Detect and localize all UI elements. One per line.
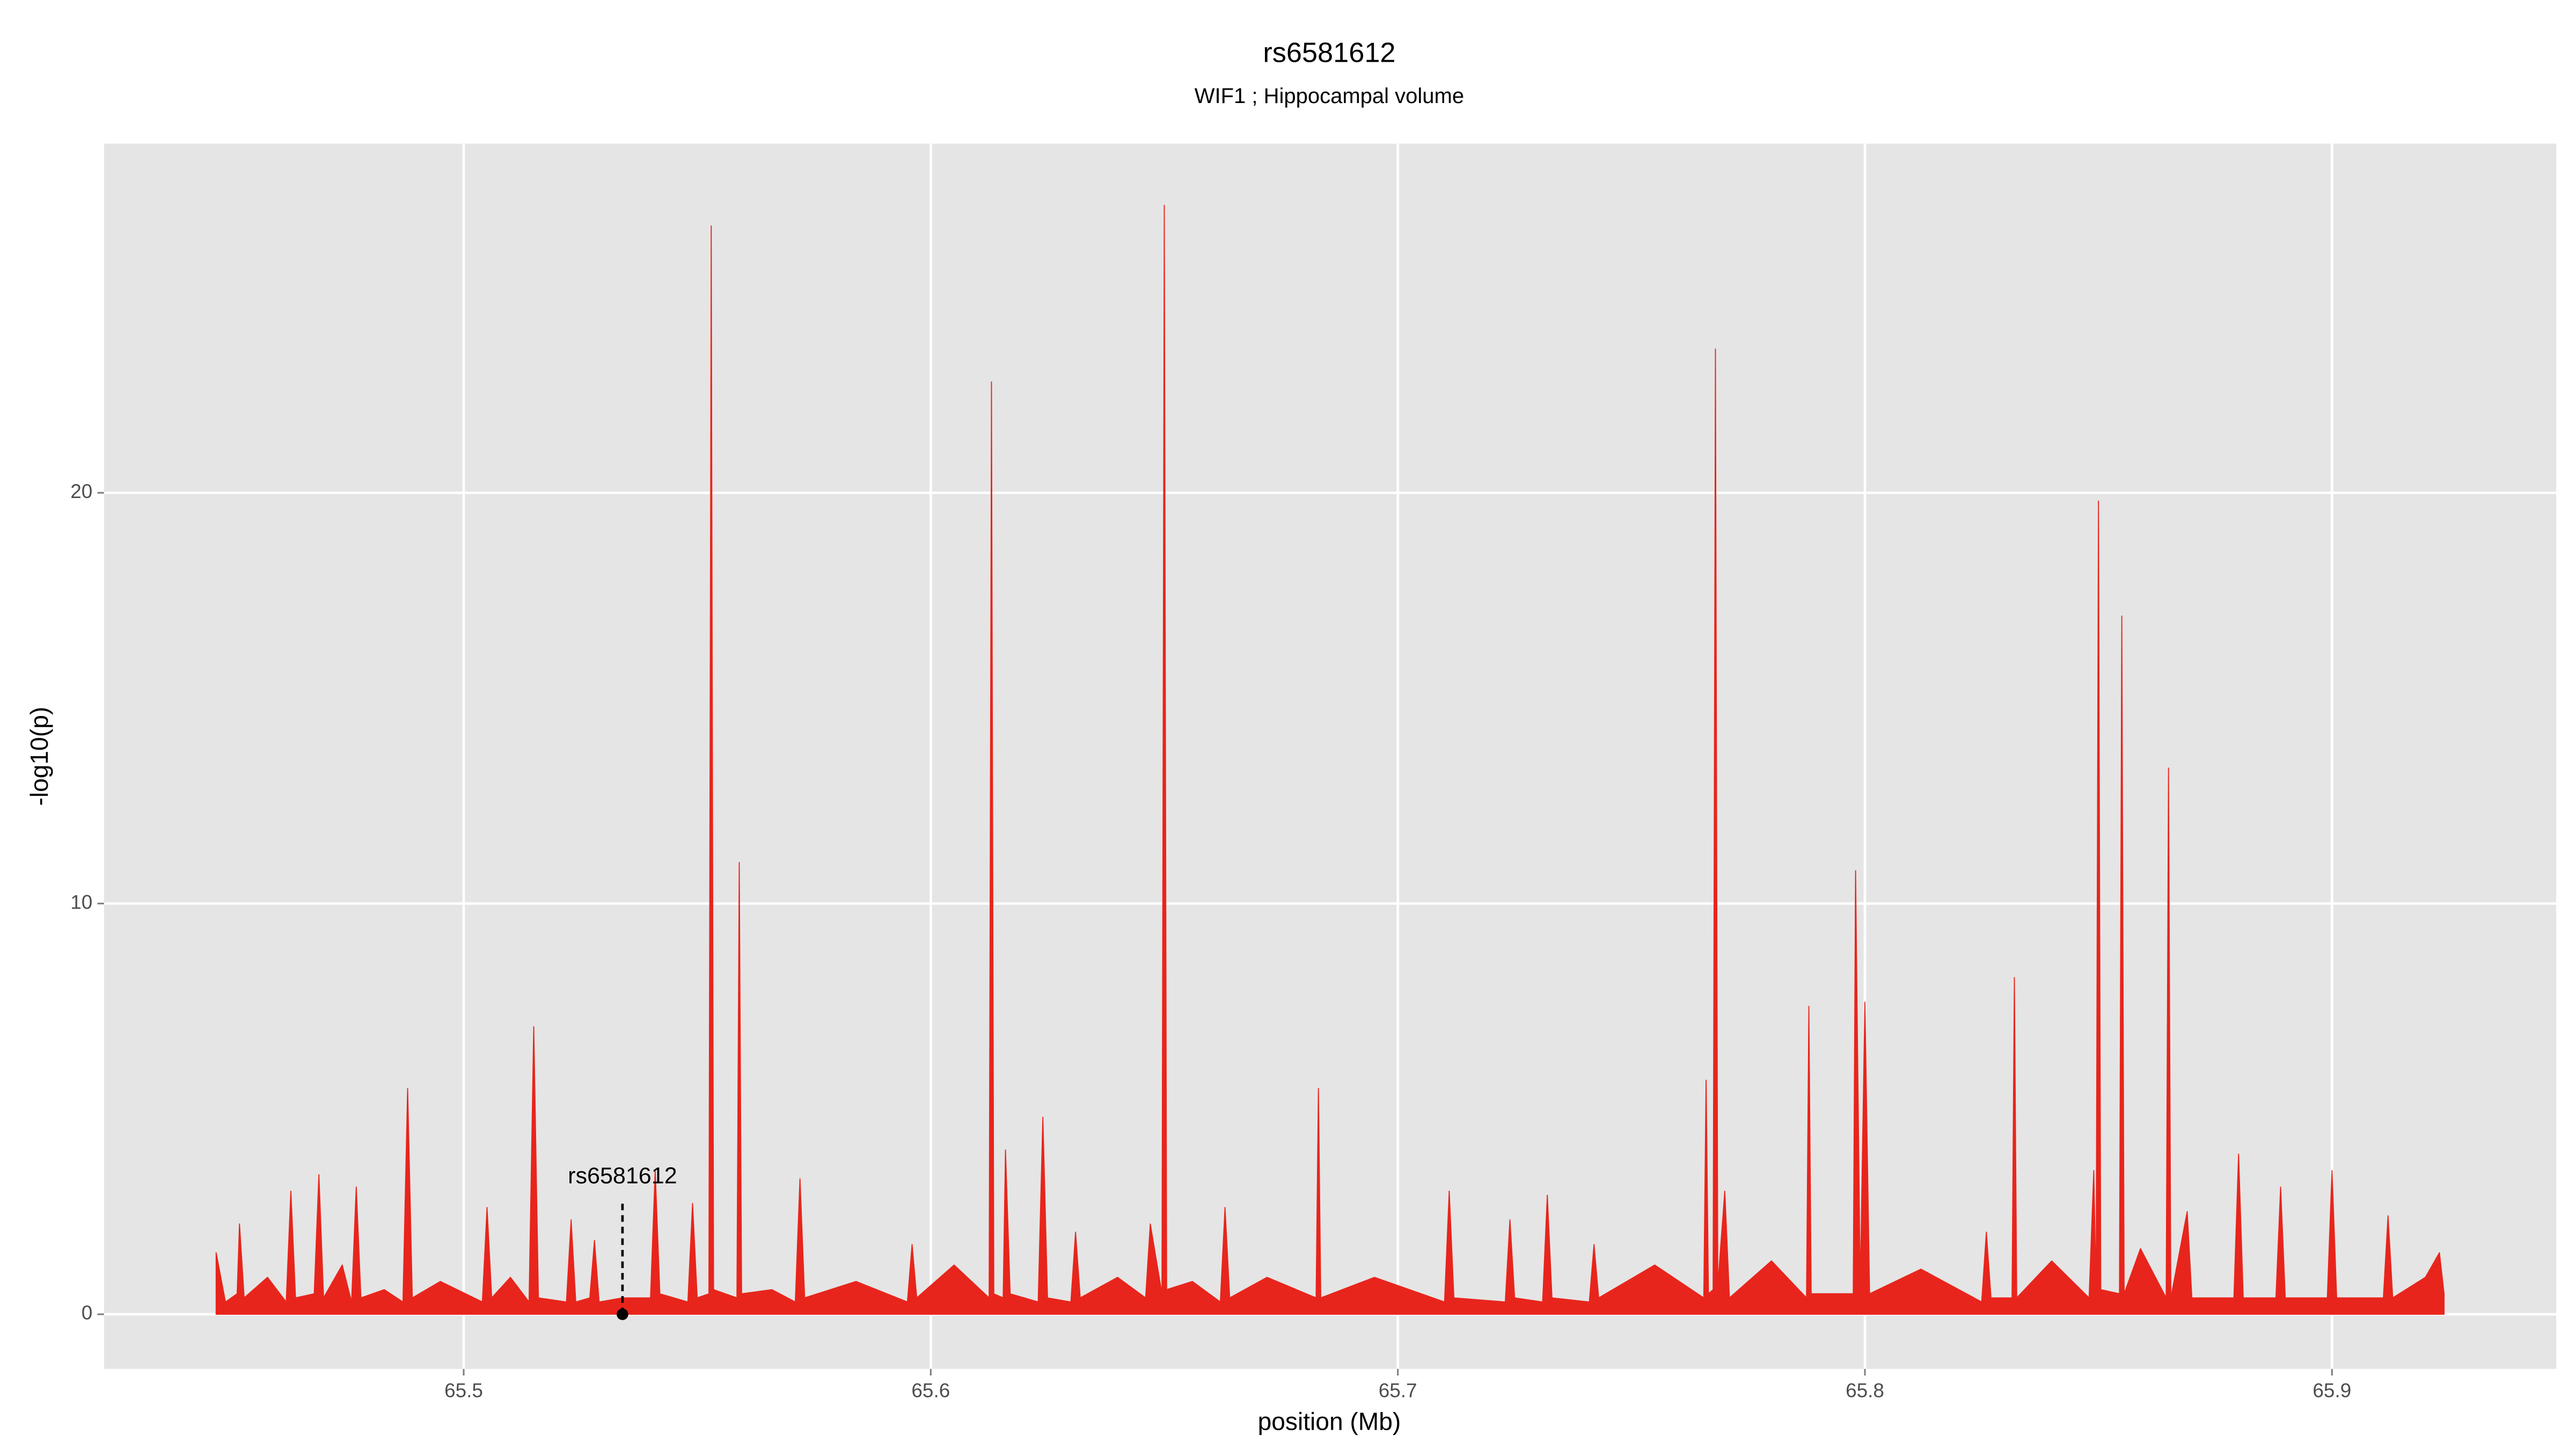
annotation-label: rs6581612 (568, 1163, 677, 1189)
chart-title: rs6581612 (1263, 37, 1395, 68)
x-tick-label: 65.5 (444, 1380, 483, 1402)
area (215, 204, 2445, 1315)
x-axis-title: position (Mb) (1258, 1407, 1401, 1435)
y-axis-title: -log10(p) (25, 707, 53, 806)
y-tick-label: 0 (82, 1302, 93, 1324)
x-tick-label: 65.9 (2312, 1380, 2351, 1402)
x-tick-label: 65.7 (1379, 1380, 1417, 1402)
y-tick-label: 10 (70, 891, 92, 913)
x-tick-label: 65.8 (1846, 1380, 1884, 1402)
annotation-point (617, 1308, 628, 1320)
y-tick-label: 20 (70, 480, 92, 502)
chart-subtitle: WIF1 ; Hippocampal volume (1195, 84, 1464, 108)
x-tick-label: 65.6 (911, 1380, 950, 1402)
plot-panel (104, 143, 2557, 1369)
